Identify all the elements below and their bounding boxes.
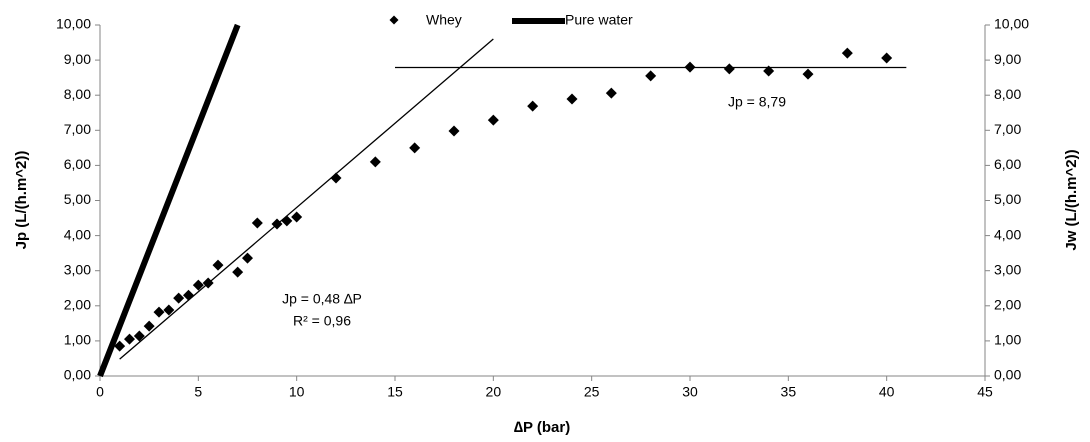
y-tick-label: 5,00 [64,191,91,207]
x-tick-label: 20 [486,384,502,400]
y2-tick-label: 4,00 [994,226,1021,242]
x-tick-label: 40 [879,384,895,400]
point [369,156,381,168]
point [281,215,293,227]
x-axis-label: ∆P (bar) [514,419,570,436]
x-tick-label: 5 [194,384,202,400]
point [605,87,617,99]
point [153,306,165,318]
point [566,93,578,105]
x-tick-label: 10 [289,384,305,400]
y-tick-label: 9,00 [64,51,91,67]
point [684,61,696,73]
x-tick-label: 0 [96,384,104,400]
y-tick-label: 4,00 [64,226,91,242]
series-line [97,23,241,378]
y2-axis-label: Jw (L/(h.m^2)) [1063,149,1080,250]
point [409,142,421,154]
point [763,65,775,77]
y-tick-label: 1,00 [64,332,91,348]
x-tick-label: 30 [682,384,698,400]
x-tick-label: 45 [977,384,993,400]
point [232,266,244,278]
y-tick-label: 7,00 [64,121,91,137]
point [271,218,283,230]
x-tick-label: 15 [387,384,403,400]
point [723,63,735,75]
x-tick-label: 25 [584,384,600,400]
y-tick-label: 0,00 [64,367,91,383]
y2-tick-label: 1,00 [994,332,1021,348]
point [330,172,342,184]
y2-tick-label: 6,00 [994,156,1021,172]
y2-tick-label: 0,00 [994,367,1021,383]
point [202,277,214,289]
annotation: R² = 0,96 [293,313,351,329]
point [291,211,303,223]
y-axis-label: Jp (L/(h.m^2)) [13,151,30,250]
point [192,279,204,291]
y-tick-label: 2,00 [64,297,91,313]
legend-label: Pure water [565,12,633,28]
annotation: Jp = 0,48 ∆P [282,291,362,307]
y2-tick-label: 2,00 [994,297,1021,313]
point [802,68,814,80]
y2-tick-label: 3,00 [994,261,1021,277]
point [251,217,263,229]
y2-tick-label: 9,00 [994,51,1021,67]
point [173,292,185,304]
point [242,252,253,264]
point [133,330,145,342]
y2-tick-label: 8,00 [994,86,1021,102]
y2-tick-label: 10,00 [994,16,1029,32]
y-tick-label: 8,00 [64,86,91,102]
legend-label: Whey [426,12,462,28]
point [841,47,853,59]
point [183,289,194,301]
x-tick-label: 35 [781,384,797,400]
point [527,100,539,112]
point [124,333,135,345]
point [645,70,657,82]
trendline [119,38,494,360]
point [114,340,126,352]
y2-tick-label: 5,00 [994,191,1021,207]
annotation: Jp = 8,79 [728,94,786,110]
point [487,114,499,126]
point [448,125,460,137]
point [163,304,175,316]
y-tick-label: 6,00 [64,156,91,172]
point [143,320,155,332]
point [212,259,224,271]
point [881,52,893,64]
y-tick-label: 10,00 [56,16,91,32]
y2-tick-label: 7,00 [994,121,1021,137]
y-tick-label: 3,00 [64,261,91,277]
legend-swatch [389,15,399,25]
